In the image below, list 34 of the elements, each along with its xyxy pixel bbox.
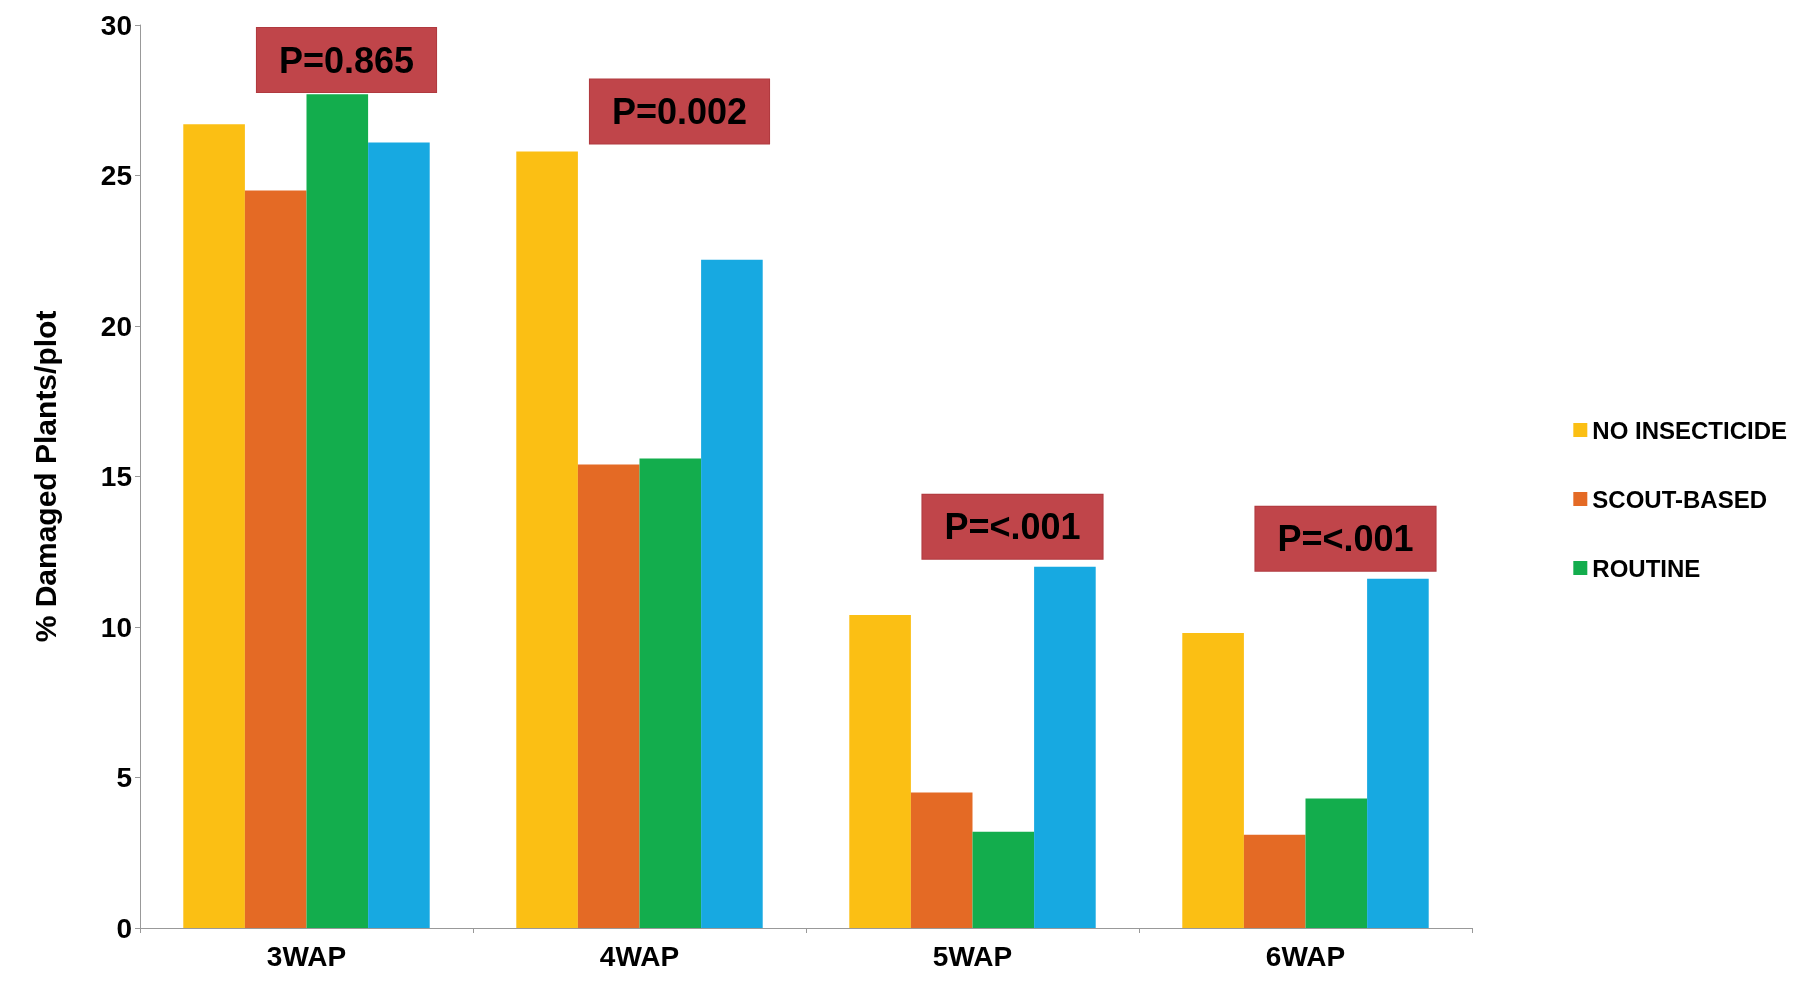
legend-label: SCOUT-BASED [1592, 485, 1767, 513]
y-tick-label: 10 [100, 611, 132, 643]
x-tick-label: 5WAP [932, 940, 1013, 972]
bar [244, 190, 307, 928]
annotation: P=0.002 [611, 90, 748, 132]
y-tick-label: 5 [116, 762, 132, 793]
annotation: P=0.865 [278, 39, 415, 81]
bar [368, 142, 430, 928]
bar [1034, 566, 1096, 928]
y-tick-label: 15 [100, 461, 132, 492]
x-tick-label: 6WAP [1265, 940, 1346, 972]
y-axis-title: % Damaged Plants/plot [28, 310, 62, 643]
x-tick-label: 3WAP [266, 940, 347, 972]
y-tick-label: 30 [100, 9, 132, 41]
bar [577, 464, 640, 928]
bar [701, 259, 763, 928]
bar [910, 792, 973, 928]
x-tick-label: 4WAP [599, 940, 680, 972]
bar [849, 614, 911, 928]
legend-label: ROUTINE [1592, 554, 1701, 582]
bar [972, 831, 1035, 928]
bar [639, 458, 702, 928]
bar [1182, 633, 1244, 928]
y-tick-label: 0 [116, 912, 132, 944]
bar [1243, 834, 1306, 928]
annotation: P=<.001 [944, 506, 1081, 548]
bar [1367, 578, 1429, 928]
y-tick-label: 25 [100, 160, 132, 191]
bar [516, 151, 578, 928]
y-tick-label: 20 [100, 310, 132, 342]
annotation: P=<.001 [1277, 518, 1414, 560]
bar [183, 124, 245, 928]
legend-label: NO INSECTICIDE [1592, 416, 1787, 444]
bar [1305, 798, 1368, 928]
